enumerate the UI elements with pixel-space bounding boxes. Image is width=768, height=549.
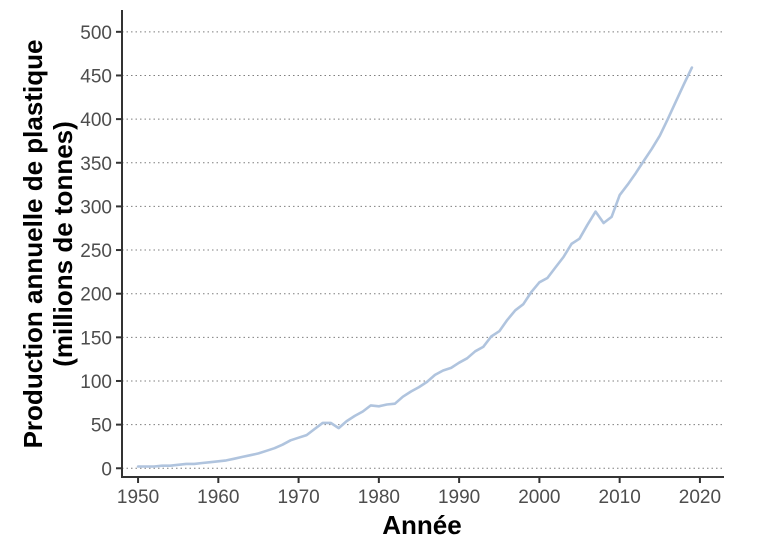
y-tick-label-150: 150 <box>80 328 112 349</box>
y-axis-title-line1: Production annuelle de plastique <box>18 40 48 449</box>
y-tick-label-200: 200 <box>80 285 112 306</box>
x-tick-label-1950: 1950 <box>117 487 159 508</box>
x-tick-label-2010: 2010 <box>599 487 641 508</box>
axes <box>121 10 724 478</box>
y-tick-label-0: 0 <box>101 459 112 480</box>
y-tick-label-50: 50 <box>91 416 112 437</box>
y-tick-label-400: 400 <box>80 110 112 131</box>
x-axis-title: Année <box>382 510 461 540</box>
ticks: 0 50 100 150 200 250 300 350 400 450 500 1950 1960 19… <box>80 23 721 508</box>
y-tick-label-500: 500 <box>80 23 112 44</box>
y-tick-label-250: 250 <box>80 241 112 262</box>
y-tick-label-350: 350 <box>80 154 112 175</box>
x-tick-label-1980: 1980 <box>358 487 400 508</box>
y-axis-title: Production annuelle de plastique (millio… <box>18 40 78 449</box>
y-tick-label-300: 300 <box>80 197 112 218</box>
grid-lines <box>122 31 724 469</box>
y-axis-title-line2: (millions de tonnes) <box>48 121 78 367</box>
x-tick-label-1970: 1970 <box>277 487 319 508</box>
x-tick-label-2020: 2020 <box>679 487 721 508</box>
y-tick-label-450: 450 <box>80 66 112 87</box>
x-tick-label-2000: 2000 <box>518 487 560 508</box>
x-tick-label-1960: 1960 <box>197 487 239 508</box>
x-tick-label-1990: 1990 <box>438 487 480 508</box>
series-line-0 <box>136 66 694 468</box>
plot-area <box>136 66 694 468</box>
y-tick-label-100: 100 <box>80 372 112 393</box>
